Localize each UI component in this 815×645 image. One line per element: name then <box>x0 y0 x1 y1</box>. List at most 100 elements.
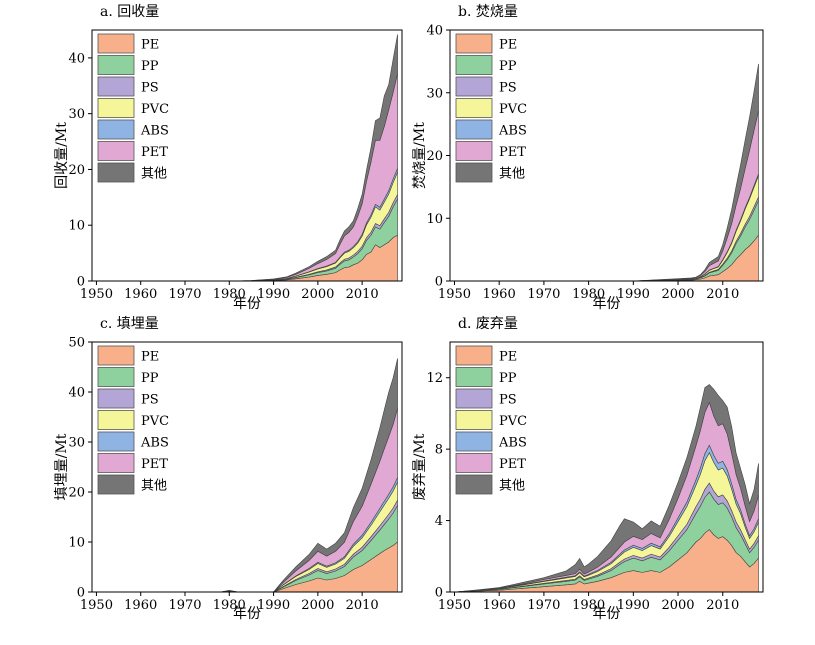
legend-swatch <box>455 119 493 140</box>
chart-panel-2: 1950 1960 1970 1980 1990 2000 2010 0 10 20 30 40 b. … <box>412 4 764 312</box>
x-tick-label: 2010 <box>346 598 379 613</box>
legend-swatch <box>97 33 135 54</box>
x-tick-label: 1960 <box>483 287 516 302</box>
legend-swatch <box>97 141 135 161</box>
legend-swatch <box>455 55 493 75</box>
legend-swatch <box>455 33 493 54</box>
legend-swatch <box>455 98 493 118</box>
legend-label: PVC <box>499 102 527 117</box>
legend-label: PP <box>141 371 159 386</box>
legend-swatch <box>455 162 493 183</box>
y-tick-label: 30 <box>426 86 443 101</box>
y-tick-label: 10 <box>68 536 85 551</box>
legend-label: PE <box>141 38 159 53</box>
area-series-7 <box>96 34 398 282</box>
y-tick-label: 4 <box>435 514 443 529</box>
x-tick-label: 1970 <box>527 598 560 613</box>
y-tick-label: 20 <box>426 149 443 164</box>
legend-label: PP <box>499 59 517 74</box>
x-tick-label: 1980 <box>213 287 246 302</box>
x-tick-label: 1990 <box>257 287 290 302</box>
y-tick-label: 0 <box>77 275 85 290</box>
legend-label: 其他 <box>499 167 525 182</box>
legend-label: ABS <box>140 436 169 451</box>
legend-label: PS <box>141 393 159 408</box>
y-tick-label: 20 <box>68 163 85 178</box>
y-tick-label: 40 <box>68 51 85 66</box>
legend-swatch <box>455 431 493 452</box>
x-tick-label: 2010 <box>346 287 379 302</box>
chart-panel-1: 1950 1960 1970 1980 1990 2000 2010 0 10 20 30 40 a. … <box>54 4 403 312</box>
legend-swatch <box>97 55 135 75</box>
legend-label: PP <box>141 59 159 74</box>
y-axis-label: 焚烧量/Mt <box>412 122 428 189</box>
x-tick-label: 2000 <box>301 287 334 302</box>
x-tick-label: 2000 <box>301 598 334 613</box>
axes-frame <box>449 29 764 282</box>
legend-swatch <box>455 76 493 97</box>
legend-label: PE <box>499 38 517 53</box>
y-tick-label: 12 <box>426 371 443 386</box>
axes-frame <box>91 341 403 593</box>
legend-swatch <box>97 410 135 430</box>
y-tick-label: 10 <box>426 212 443 227</box>
legend-swatch <box>97 76 135 97</box>
x-tick-label: 1970 <box>168 598 201 613</box>
legend-swatch <box>97 431 135 452</box>
legend-label: PVC <box>141 414 169 429</box>
y-tick-label: 30 <box>68 107 85 122</box>
x-tick-label: 1990 <box>257 598 290 613</box>
area-series-7 <box>454 384 759 593</box>
legend-label: PET <box>499 145 526 160</box>
x-tick-label: 1950 <box>80 598 113 613</box>
legend-swatch <box>455 367 493 387</box>
axes-frame <box>449 341 764 593</box>
x-tick-label: 2000 <box>661 287 694 302</box>
legend-swatch <box>455 453 493 473</box>
legend-swatch <box>455 474 493 495</box>
legend-swatch <box>97 345 135 366</box>
y-axis-label: 回收量/Mt <box>54 122 70 189</box>
y-tick-label: 8 <box>435 443 443 458</box>
legend-swatch <box>97 98 135 118</box>
y-tick-label: 20 <box>68 486 85 501</box>
legend-label: ABS <box>498 436 527 451</box>
chart-title: b. 焚烧量 <box>458 4 518 20</box>
legend-swatch <box>455 345 493 366</box>
x-axis-label: 年份 <box>233 296 261 312</box>
x-tick-label: 1960 <box>483 598 516 613</box>
legend-label: PS <box>499 393 517 408</box>
legend-label: PET <box>141 145 168 160</box>
legend-swatch <box>455 410 493 430</box>
axes-frame <box>91 29 403 282</box>
chart-title: d. 废弃量 <box>458 316 518 332</box>
legend-label: PVC <box>141 102 169 117</box>
legend-label: PET <box>141 457 168 472</box>
x-axis-label: 年份 <box>593 606 621 622</box>
legend-swatch <box>455 141 493 161</box>
x-tick-label: 1970 <box>168 287 201 302</box>
y-tick-label: 0 <box>435 586 443 601</box>
y-tick-label: 0 <box>77 586 85 601</box>
legend-label: ABS <box>498 124 527 139</box>
y-tick-label: 50 <box>68 336 85 351</box>
legend-label: 其他 <box>141 479 167 494</box>
legend-label: PP <box>499 371 517 386</box>
x-tick-label: 1990 <box>617 287 650 302</box>
chart-title: a. 回收量 <box>100 4 159 20</box>
legend-swatch <box>97 367 135 387</box>
x-tick-label: 2000 <box>661 598 694 613</box>
legend-swatch <box>455 388 493 409</box>
x-tick-label: 1950 <box>80 287 113 302</box>
x-tick-label: 1990 <box>617 598 650 613</box>
x-tick-label: 1960 <box>124 598 157 613</box>
legend-swatch <box>97 162 135 183</box>
legend-label: PS <box>141 81 159 96</box>
x-tick-label: 1950 <box>438 598 471 613</box>
y-axis-label: 填埋量/Mt <box>54 433 70 500</box>
legend-label: 其他 <box>141 167 167 182</box>
legend-label: PE <box>499 350 517 365</box>
legend-label: PE <box>141 350 159 365</box>
y-tick-label: 40 <box>426 24 443 39</box>
